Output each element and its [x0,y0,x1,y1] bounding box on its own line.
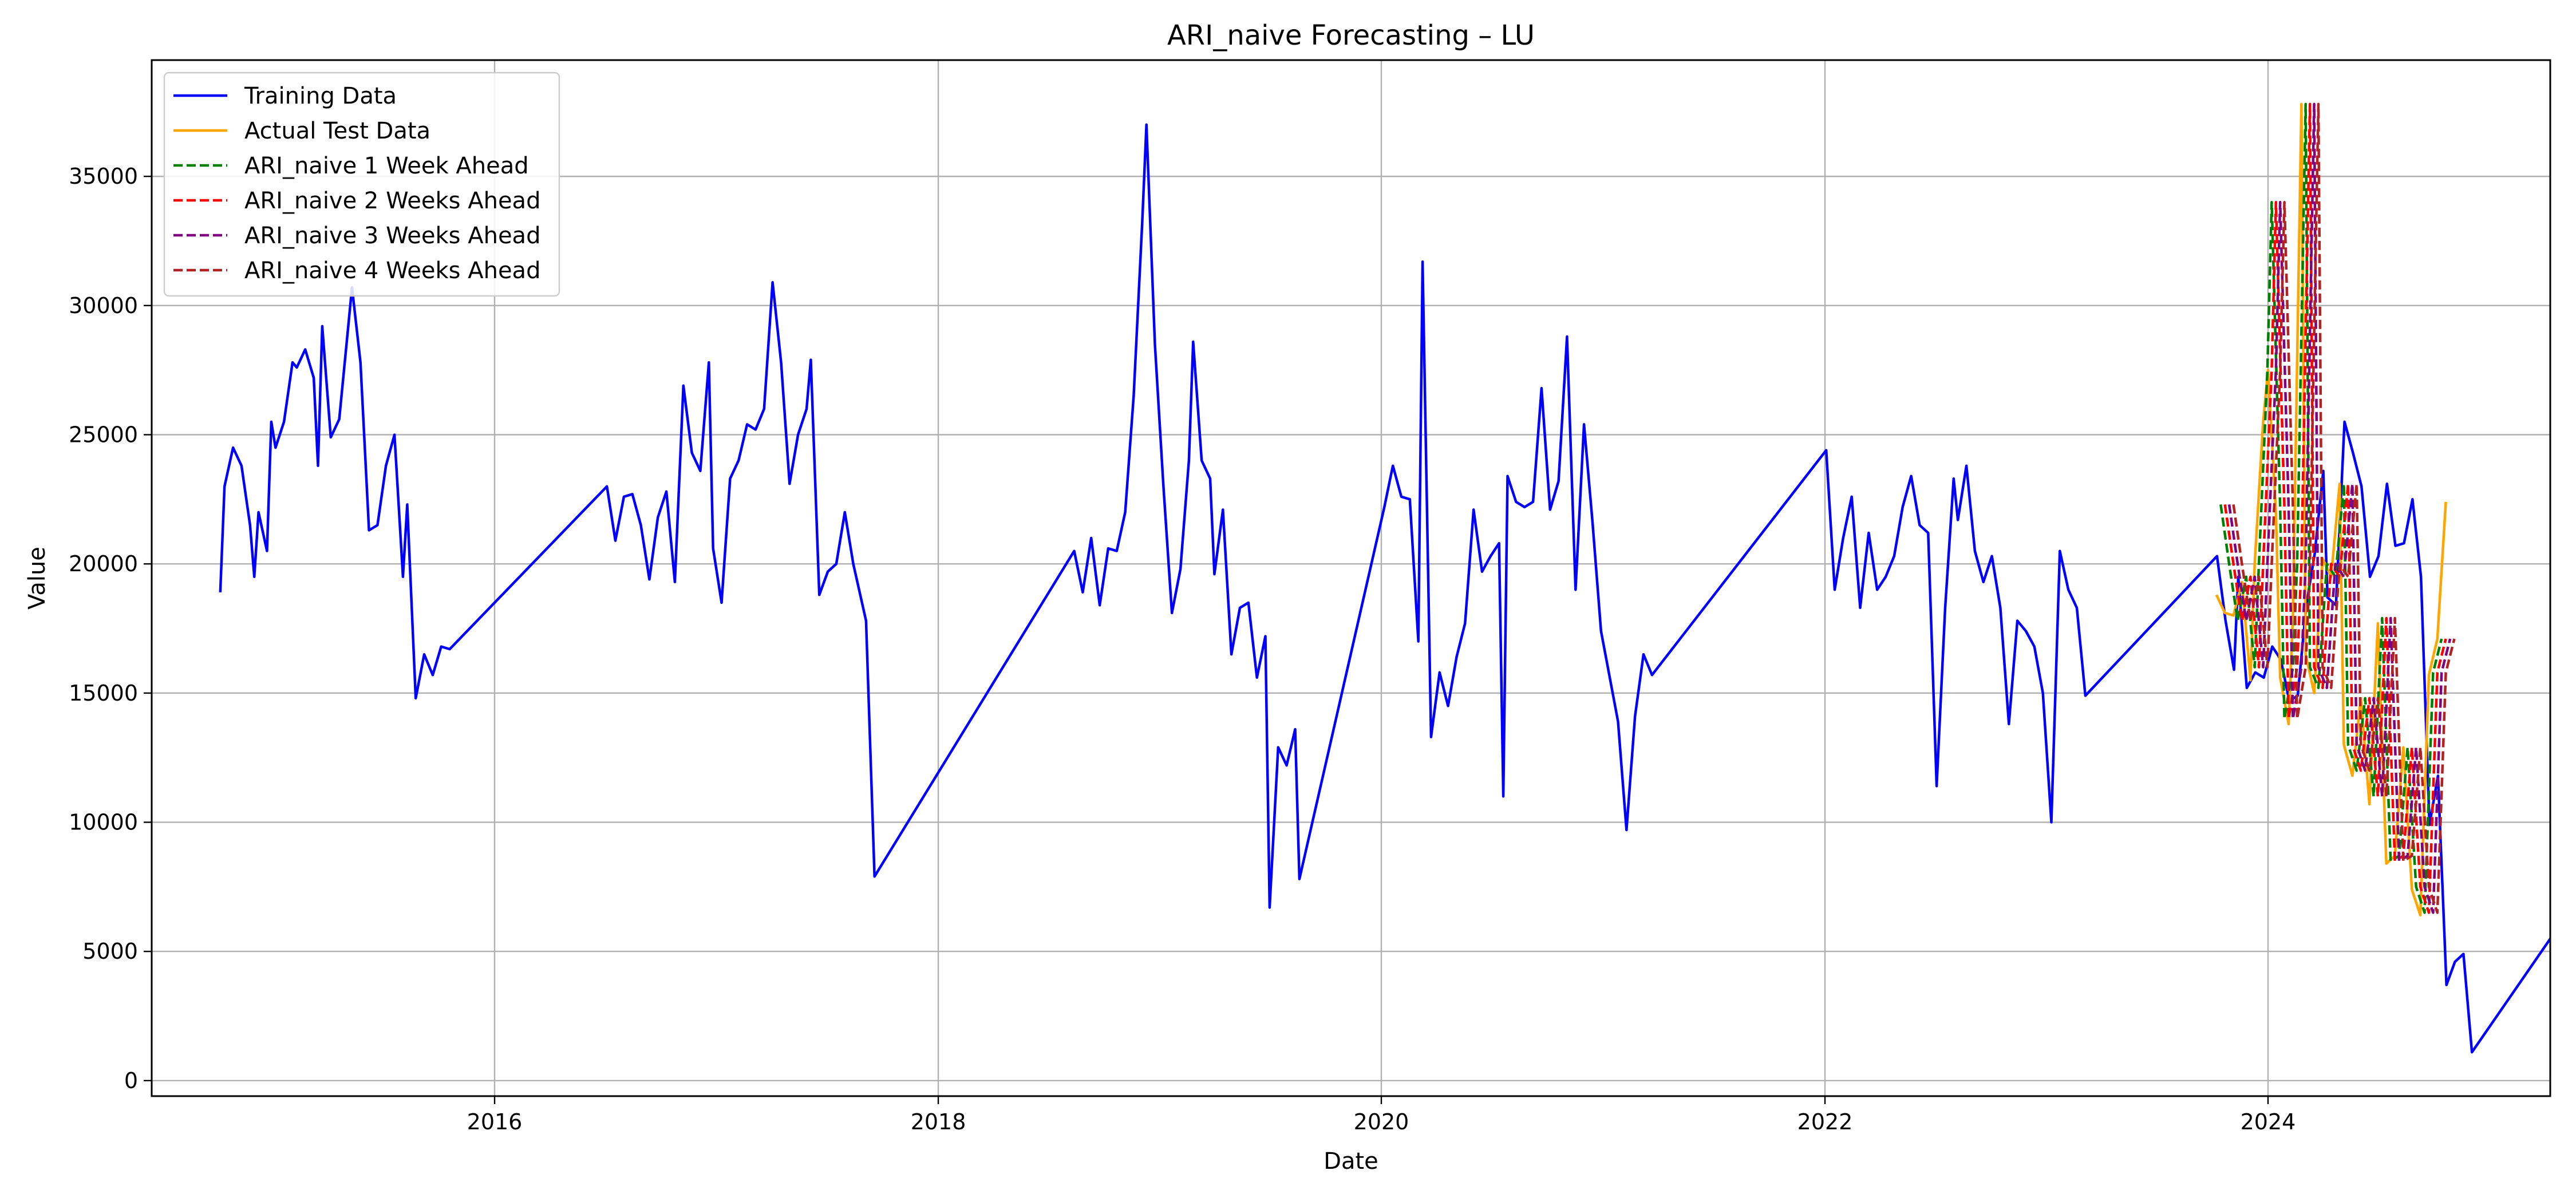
legend-label: Actual Test Data [244,118,430,144]
grid [152,60,2550,1096]
y-tick-label: 25000 [69,422,138,447]
y-tick-label: 35000 [69,164,138,189]
legend-label: ARI_naive 3 Weeks Ahead [244,223,540,249]
chart-title: ARI_naive Forecasting – LU [1167,19,1535,52]
legend-label: ARI_naive 2 Weeks Ahead [244,188,540,214]
y-tick-label: 10000 [69,810,138,835]
legend-label: Training Data [244,83,397,109]
y-tick-label: 0 [124,1068,138,1093]
x-tick-label: 2016 [467,1109,523,1134]
x-axis: 2016 2018 2020 2022 2024 [467,1096,2296,1134]
x-axis-label: Date [1323,1148,1378,1175]
y-tick-label: 20000 [69,551,138,576]
x-tick-label: 2024 [2241,1109,2296,1134]
series-layer [219,102,2550,1054]
x-tick-label: 2018 [911,1109,966,1134]
y-axis: 0 5000 10000 15000 20000 25000 30000 35000 [69,164,152,1093]
y-axis-label: Value [24,547,50,610]
plot-frame [151,59,2551,1097]
x-tick-label: 2022 [1797,1109,1853,1134]
y-tick-label: 30000 [69,293,138,318]
x-tick-label: 2020 [1354,1109,1409,1134]
legend-label: ARI_naive 1 Week Ahead [244,153,529,179]
series-line-1 [219,123,2550,1054]
plot-area [219,102,2550,1054]
legend: Training Data Actual Test Data ARI_naive 1… [163,72,560,297]
legend-label: ARI_naive 4 Weeks Ahead [244,258,540,284]
legend-box [163,72,560,297]
y-tick-label: 15000 [69,681,138,706]
y-tick-label: 5000 [82,939,138,964]
